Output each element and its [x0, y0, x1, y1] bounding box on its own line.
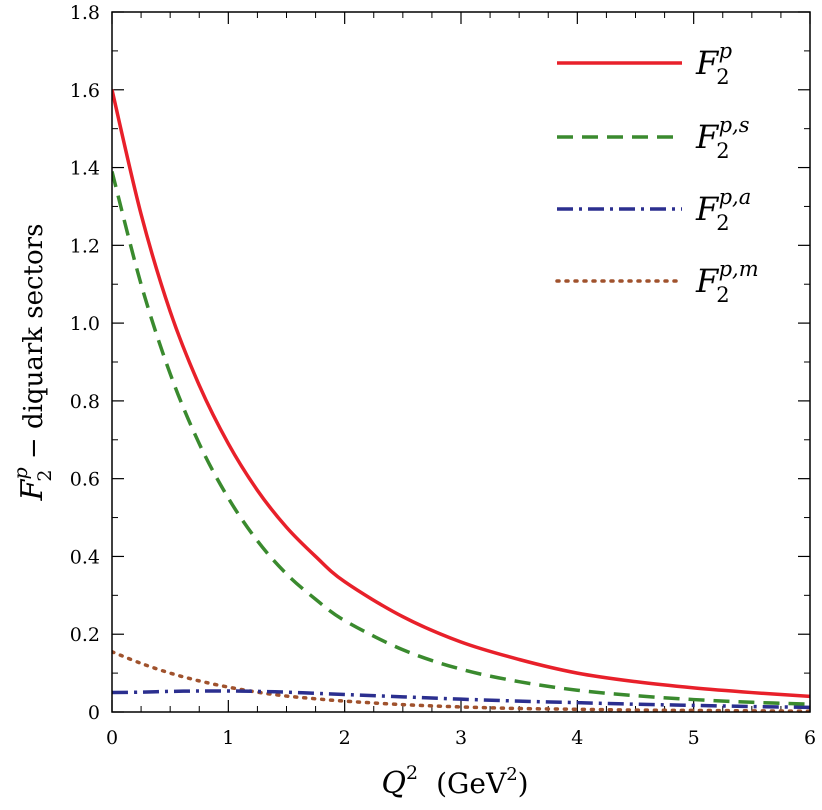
y-tick-label: 0.2 [70, 624, 100, 646]
x-axis-label: Q2 (GeV2) [381, 762, 528, 801]
y-tick-label: 0.6 [70, 469, 100, 491]
y-axis-label: F2p − diquark sectors [10, 224, 56, 502]
y-tick-label: 1.4 [70, 158, 100, 180]
tick-labels: 0 1 2 3 4 5 6 0 0.2 0.4 0.6 0.8 1.0 1.2 1.4 1.6 1.8 [70, 2, 816, 749]
legend-label-3: F2p,m [695, 257, 759, 307]
y-tick-label: 1.0 [70, 313, 100, 335]
y-tick-label: 1.6 [70, 80, 100, 102]
y-tick-label: 0.8 [70, 391, 100, 413]
series-line-2 [112, 689, 810, 710]
y-tick-label: 1.8 [70, 2, 100, 24]
x-tick-label: 2 [339, 727, 351, 749]
legend: F2p F2p,s F2p,a F2p,m [555, 39, 759, 307]
ticks [111, 11, 811, 713]
x-tick-label: 0 [106, 727, 118, 749]
legend-label-2: F2p,a [695, 185, 751, 235]
series-line-3 [112, 649, 810, 712]
x-tick-label: 4 [571, 727, 583, 749]
series-line-1 [112, 171, 810, 706]
y-tick-label: 1.2 [70, 235, 100, 257]
x-tick-label: 3 [455, 727, 467, 749]
x-tick-label: 5 [688, 727, 700, 749]
x-tick-label: 1 [222, 727, 234, 749]
y-tick-label: 0.4 [70, 546, 100, 568]
legend-label-0: F2p [695, 39, 732, 89]
x-tick-label: 6 [804, 727, 816, 749]
y-tick-label: 0 [88, 702, 100, 724]
plot-frame [111, 11, 811, 713]
series-line-0 [112, 89, 810, 699]
legend-label-1: F2p,s [695, 113, 750, 163]
series-layer [112, 89, 810, 712]
